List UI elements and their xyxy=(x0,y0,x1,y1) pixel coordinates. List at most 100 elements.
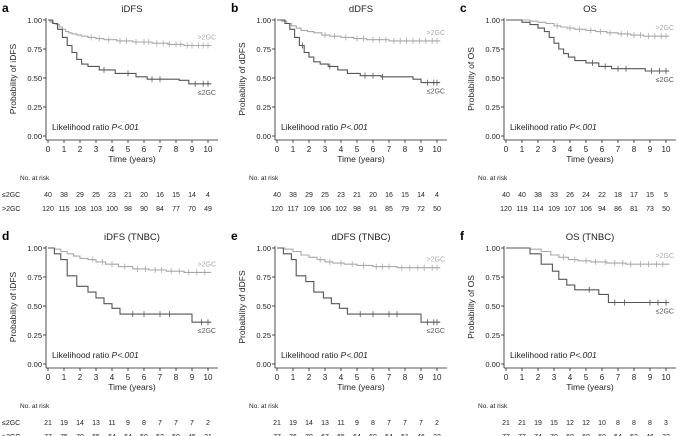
x-tick-label: 5 xyxy=(584,373,589,382)
risk-value: 19 xyxy=(60,420,68,427)
risk-value: 40 xyxy=(518,192,526,199)
risk-value: 14 xyxy=(305,420,313,427)
x-axis-label: Time (years) xyxy=(108,154,156,164)
risk-value: 18 xyxy=(614,192,622,199)
risk-value: 50 xyxy=(172,434,180,436)
panel-letter: e xyxy=(231,229,238,243)
x-tick-label: 7 xyxy=(616,373,621,382)
label-high-gc: >2GC xyxy=(427,30,445,37)
risk-value: 2 xyxy=(206,420,210,427)
p-value: P<.001 xyxy=(112,122,139,132)
x-tick-label: 2 xyxy=(307,145,312,154)
risk-value: 114 xyxy=(532,206,543,213)
x-axis-label: Time (years) xyxy=(566,382,614,392)
x-tick-label: 9 xyxy=(648,145,653,154)
x-tick-label: 9 xyxy=(419,145,424,154)
y-axis-label: Probability of dDFS xyxy=(237,270,247,344)
y-tick-label: 0.75 xyxy=(27,45,42,54)
panel-letter: a xyxy=(2,1,9,15)
x-tick-label: 5 xyxy=(355,145,360,154)
x-tick-label: 0 xyxy=(275,373,280,382)
label-high-gc: >2GC xyxy=(656,25,674,32)
risk-value: 70 xyxy=(188,206,196,213)
risk-value: 109 xyxy=(548,206,560,213)
risk-value: 60 xyxy=(598,434,606,436)
y-tick-label: 1.00 xyxy=(485,16,500,25)
x-axis-label: Time (years) xyxy=(108,382,156,392)
risk-value: 11 xyxy=(337,420,344,427)
x-tick-label: 0 xyxy=(275,145,280,154)
risk-value: 45 xyxy=(188,434,196,436)
risk-value: 103 xyxy=(90,206,102,213)
x-tick-label: 0 xyxy=(504,373,509,382)
risk-value: 64 xyxy=(108,434,116,436)
risk-value: 25 xyxy=(92,192,100,199)
chart-title: iDFS (TNBC) xyxy=(104,232,160,243)
x-tick-label: 4 xyxy=(110,373,115,382)
risk-table-header: No. at risk xyxy=(478,175,508,182)
risk-value: 15 xyxy=(646,192,654,199)
risk-table-header: No. at risk xyxy=(249,403,279,410)
x-tick-label: 2 xyxy=(536,373,541,382)
y-tick-label: 0.50 xyxy=(256,74,271,83)
y-tick-label: 0.25 xyxy=(27,331,42,340)
y-tick-label: 0.00 xyxy=(256,360,271,369)
x-tick-label: 4 xyxy=(339,145,344,154)
km-curve-low-gc xyxy=(48,19,212,85)
panel-f: f OS (TNBC)0.000.250.500.751.000 1 2 3 4 5 6 7 8 9… xyxy=(460,229,676,436)
label-low-gc: ≤2GC xyxy=(198,90,216,97)
y-axis-label: Probability of iDFS xyxy=(8,271,18,342)
x-tick-label: 5 xyxy=(584,145,589,154)
x-axis-label: Time (years) xyxy=(337,154,385,164)
risk-value: 60 xyxy=(369,434,377,436)
risk-value: 8 xyxy=(142,420,146,427)
x-tick-label: 6 xyxy=(600,373,605,382)
likelihood-annotation: Likelihood ratio P<.001 xyxy=(281,122,368,132)
x-tick-label: 5 xyxy=(126,373,131,382)
risk-value: 120 xyxy=(500,206,512,213)
risk-value: 40 xyxy=(44,192,52,199)
x-tick-label: 8 xyxy=(632,145,637,154)
risk-value: 12 xyxy=(566,420,574,427)
km-curve-low-gc xyxy=(277,19,441,84)
y-tick-label: 0.75 xyxy=(485,45,500,54)
p-value: P<.001 xyxy=(341,350,368,360)
label-low-gc: ≤2GC xyxy=(198,328,216,335)
x-tick-label: 8 xyxy=(403,373,408,382)
x-tick-label: 4 xyxy=(339,373,344,382)
likelihood-annotation: Likelihood ratio P<.001 xyxy=(510,350,597,360)
x-tick-label: 1 xyxy=(291,373,296,382)
risk-value: 15 xyxy=(550,420,558,427)
y-tick-label: 1.00 xyxy=(256,244,271,253)
likelihood-annotation: Likelihood ratio P<.001 xyxy=(510,122,597,132)
x-tick-label: 2 xyxy=(78,373,83,382)
risk-value: 65 xyxy=(92,434,100,436)
x-tick-label: 7 xyxy=(158,373,163,382)
risk-value: 29 xyxy=(305,192,313,199)
x-tick-label: 1 xyxy=(520,373,525,382)
risk-value: 21 xyxy=(44,420,52,427)
risk-value: 16 xyxy=(385,192,393,199)
y-tick-label: 0.75 xyxy=(256,45,271,54)
risk-row-label: >2GC xyxy=(2,206,20,213)
risk-value: 14 xyxy=(417,192,425,199)
p-value: P<.001 xyxy=(112,350,139,360)
km-curve-high-gc xyxy=(48,19,212,47)
risk-value: 77 xyxy=(502,434,510,436)
risk-value: 15 xyxy=(172,192,180,199)
risk-value: 5 xyxy=(664,192,668,199)
label-high-gc: >2GC xyxy=(198,35,216,42)
risk-table-header: No. at risk xyxy=(249,175,279,182)
x-tick-label: 10 xyxy=(204,373,213,382)
risk-value: 85 xyxy=(385,206,393,213)
risk-value: 7 xyxy=(419,420,423,427)
risk-value: 26 xyxy=(566,192,574,199)
x-tick-label: 2 xyxy=(536,145,541,154)
risk-value: 7 xyxy=(403,420,407,427)
risk-value: 51 xyxy=(401,434,409,436)
risk-value: 73 xyxy=(646,206,654,213)
risk-value: 31 xyxy=(204,434,212,436)
label-high-gc: >2GC xyxy=(656,253,674,260)
